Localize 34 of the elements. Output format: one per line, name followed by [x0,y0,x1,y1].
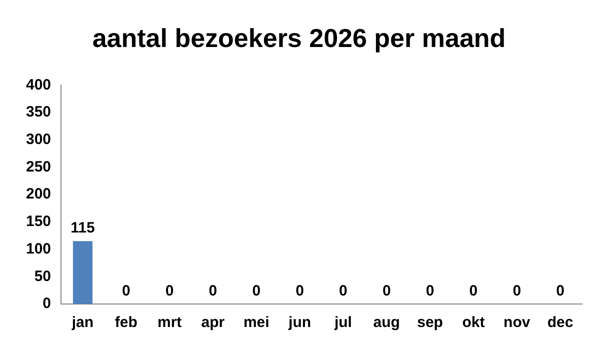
y-tick-label: 200 [26,186,52,203]
data-label: 0 [122,282,130,300]
data-label: 0 [296,282,304,300]
data-label: 115 [70,220,95,237]
y-tick-label: 250 [26,158,52,176]
data-label: 0 [339,282,348,300]
y-tick-label: 100 [26,240,52,258]
y-tick-label: 350 [26,104,52,121]
x-tick-label: okt [462,314,485,332]
x-tick-label: aug [373,314,400,332]
data-label: 0 [208,282,218,300]
chart-title: aantal bezoekers 2026 per maand [92,22,506,53]
x-tick-label: sep [417,314,443,332]
data-label: 0 [252,282,261,300]
x-tick-label: mei [243,314,270,332]
x-tick-label: nov [504,314,531,332]
y-tick-label: 400 [26,76,52,94]
data-label: 0 [382,282,391,300]
x-tick-label: jan [70,314,94,332]
y-tick-label: 0 [42,295,52,312]
x-tick-label: jul [333,314,352,332]
y-tick-label: 150 [26,213,52,230]
y-tick-label: 300 [26,131,52,148]
data-label: 0 [165,282,174,300]
x-tick-label: apr [201,314,225,332]
data-label: 0 [556,282,564,300]
x-tick-label: feb [114,314,138,332]
x-tick-label: dec [547,314,574,332]
data-label: 0 [469,282,478,300]
x-tick-label: jun [288,314,312,332]
data-label: 0 [426,282,434,300]
y-tick-label: 50 [34,268,52,285]
data-label: 0 [512,282,522,300]
x-tick-label: mrt [157,314,182,332]
